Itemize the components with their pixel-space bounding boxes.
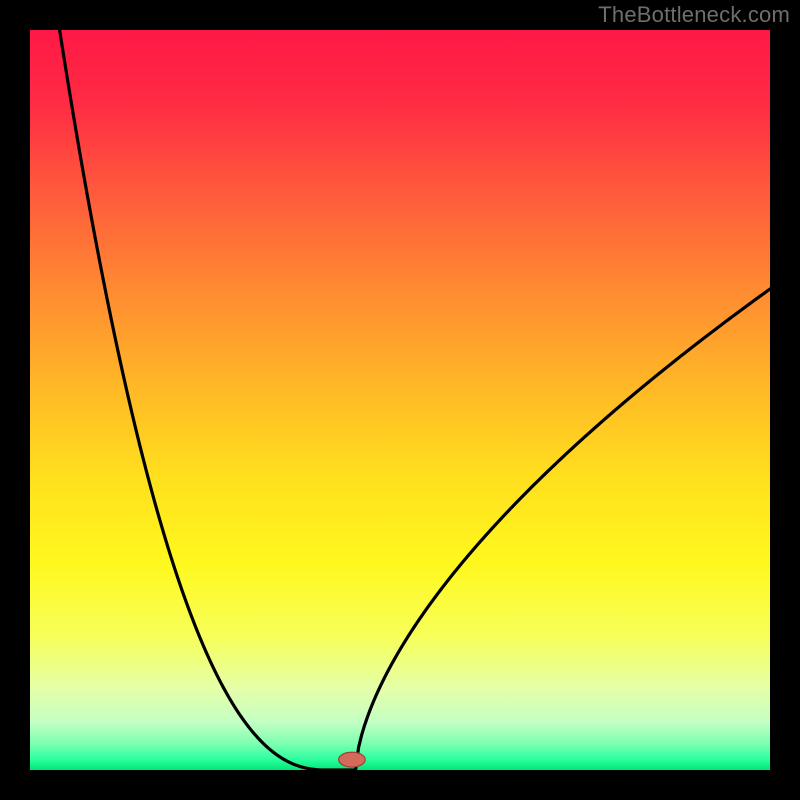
gradient-background	[30, 30, 770, 770]
chart-container: TheBottleneck.com	[0, 0, 800, 800]
watermark-text: TheBottleneck.com	[598, 2, 790, 28]
optimal-point-marker	[339, 752, 366, 767]
plot-area	[30, 30, 770, 770]
bottleneck-chart	[30, 30, 770, 770]
